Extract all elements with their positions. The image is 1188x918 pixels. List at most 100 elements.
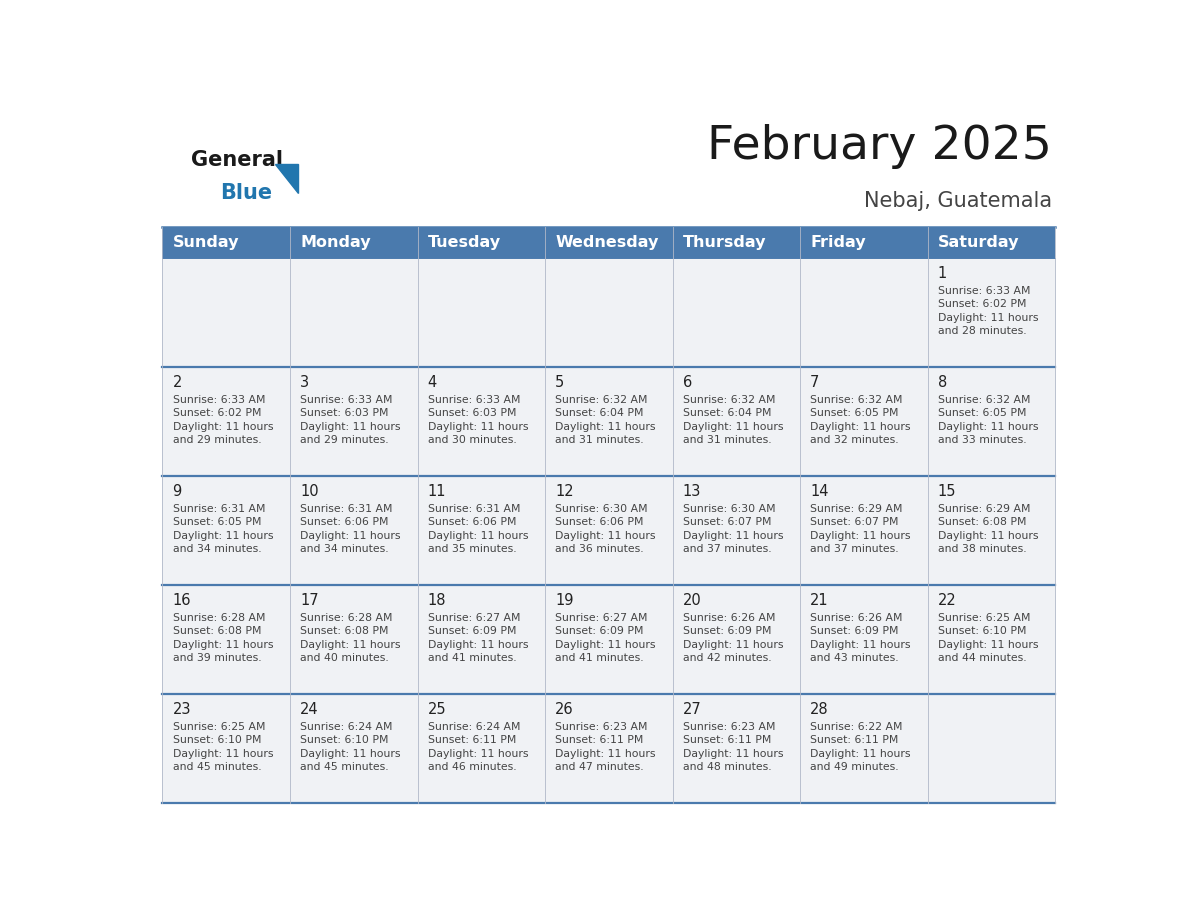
Text: 4: 4 (428, 375, 437, 390)
Text: Daylight: 11 hours: Daylight: 11 hours (810, 749, 911, 759)
Text: Sunset: 6:03 PM: Sunset: 6:03 PM (428, 409, 516, 419)
Text: 16: 16 (172, 593, 191, 608)
Text: Daylight: 11 hours: Daylight: 11 hours (937, 421, 1038, 431)
Text: and 31 minutes.: and 31 minutes. (683, 435, 771, 445)
Text: Daylight: 11 hours: Daylight: 11 hours (172, 531, 273, 541)
Text: Sunset: 6:03 PM: Sunset: 6:03 PM (301, 409, 388, 419)
Text: Sunset: 6:11 PM: Sunset: 6:11 PM (683, 735, 771, 745)
Text: and 46 minutes.: and 46 minutes. (428, 762, 517, 772)
Text: Saturday: Saturday (937, 235, 1019, 250)
Text: and 37 minutes.: and 37 minutes. (683, 544, 771, 554)
Text: 3: 3 (301, 375, 309, 390)
Text: and 48 minutes.: and 48 minutes. (683, 762, 771, 772)
Bar (163, 476, 1055, 585)
Text: and 36 minutes.: and 36 minutes. (555, 544, 644, 554)
Text: and 39 minutes.: and 39 minutes. (172, 654, 261, 663)
Text: Sunrise: 6:31 AM: Sunrise: 6:31 AM (428, 504, 520, 514)
Text: and 38 minutes.: and 38 minutes. (937, 544, 1026, 554)
Text: Sunset: 6:06 PM: Sunset: 6:06 PM (301, 517, 388, 527)
Text: and 29 minutes.: and 29 minutes. (172, 435, 261, 445)
Text: 10: 10 (301, 484, 318, 498)
Text: 13: 13 (683, 484, 701, 498)
Text: 14: 14 (810, 484, 829, 498)
Text: Sunrise: 6:30 AM: Sunrise: 6:30 AM (555, 504, 647, 514)
Text: and 37 minutes.: and 37 minutes. (810, 544, 899, 554)
Text: 9: 9 (172, 484, 182, 498)
Text: Daylight: 11 hours: Daylight: 11 hours (683, 749, 783, 759)
Text: 12: 12 (555, 484, 574, 498)
Text: Sunset: 6:11 PM: Sunset: 6:11 PM (428, 735, 516, 745)
Text: Daylight: 11 hours: Daylight: 11 hours (172, 421, 273, 431)
Text: February 2025: February 2025 (707, 124, 1053, 169)
Text: Sunset: 6:09 PM: Sunset: 6:09 PM (428, 626, 516, 636)
Text: 15: 15 (937, 484, 956, 498)
Text: and 31 minutes.: and 31 minutes. (555, 435, 644, 445)
Text: Sunrise: 6:25 AM: Sunrise: 6:25 AM (937, 613, 1030, 622)
Text: Daylight: 11 hours: Daylight: 11 hours (810, 531, 911, 541)
Text: Sunrise: 6:23 AM: Sunrise: 6:23 AM (683, 722, 776, 732)
Text: Sunrise: 6:32 AM: Sunrise: 6:32 AM (683, 395, 776, 405)
Text: Daylight: 11 hours: Daylight: 11 hours (683, 640, 783, 650)
Text: Sunrise: 6:28 AM: Sunrise: 6:28 AM (301, 613, 392, 622)
Text: Daylight: 11 hours: Daylight: 11 hours (555, 640, 656, 650)
Text: Sunrise: 6:32 AM: Sunrise: 6:32 AM (937, 395, 1030, 405)
Text: and 34 minutes.: and 34 minutes. (172, 544, 261, 554)
Text: and 32 minutes.: and 32 minutes. (810, 435, 899, 445)
Text: Sunset: 6:05 PM: Sunset: 6:05 PM (810, 409, 899, 419)
Text: 23: 23 (172, 702, 191, 717)
Text: and 41 minutes.: and 41 minutes. (428, 654, 517, 663)
Text: Sunset: 6:08 PM: Sunset: 6:08 PM (172, 626, 261, 636)
Text: 28: 28 (810, 702, 829, 717)
Text: Sunset: 6:06 PM: Sunset: 6:06 PM (428, 517, 516, 527)
Text: Sunset: 6:04 PM: Sunset: 6:04 PM (683, 409, 771, 419)
Text: 21: 21 (810, 593, 829, 608)
Text: Daylight: 11 hours: Daylight: 11 hours (810, 421, 911, 431)
Text: Sunrise: 6:33 AM: Sunrise: 6:33 AM (937, 285, 1030, 296)
Text: Sunset: 6:11 PM: Sunset: 6:11 PM (555, 735, 644, 745)
Text: Daylight: 11 hours: Daylight: 11 hours (301, 640, 400, 650)
Text: and 41 minutes.: and 41 minutes. (555, 654, 644, 663)
Text: and 45 minutes.: and 45 minutes. (301, 762, 388, 772)
Text: Tuesday: Tuesday (428, 235, 500, 250)
Text: 25: 25 (428, 702, 447, 717)
Text: Daylight: 11 hours: Daylight: 11 hours (683, 421, 783, 431)
Text: 7: 7 (810, 375, 820, 390)
Text: Sunrise: 6:33 AM: Sunrise: 6:33 AM (172, 395, 265, 405)
Text: Sunset: 6:10 PM: Sunset: 6:10 PM (172, 735, 261, 745)
Text: Sunset: 6:09 PM: Sunset: 6:09 PM (810, 626, 899, 636)
Text: Daylight: 11 hours: Daylight: 11 hours (172, 640, 273, 650)
Text: Sunset: 6:08 PM: Sunset: 6:08 PM (301, 626, 388, 636)
Text: 20: 20 (683, 593, 701, 608)
Text: 18: 18 (428, 593, 447, 608)
Text: Sunset: 6:06 PM: Sunset: 6:06 PM (555, 517, 644, 527)
Text: Daylight: 11 hours: Daylight: 11 hours (555, 531, 656, 541)
Text: 24: 24 (301, 702, 318, 717)
Text: 11: 11 (428, 484, 447, 498)
Text: Sunrise: 6:27 AM: Sunrise: 6:27 AM (428, 613, 520, 622)
Text: Sunset: 6:10 PM: Sunset: 6:10 PM (937, 626, 1026, 636)
Text: Sunrise: 6:30 AM: Sunrise: 6:30 AM (683, 504, 776, 514)
Polygon shape (274, 164, 298, 194)
Text: Sunrise: 6:31 AM: Sunrise: 6:31 AM (172, 504, 265, 514)
Text: Sunset: 6:02 PM: Sunset: 6:02 PM (937, 299, 1026, 309)
Text: 8: 8 (937, 375, 947, 390)
Text: Thursday: Thursday (683, 235, 766, 250)
Text: and 44 minutes.: and 44 minutes. (937, 654, 1026, 663)
Text: Sunset: 6:10 PM: Sunset: 6:10 PM (301, 735, 388, 745)
Text: Sunrise: 6:27 AM: Sunrise: 6:27 AM (555, 613, 647, 622)
Text: Wednesday: Wednesday (555, 235, 658, 250)
Text: Daylight: 11 hours: Daylight: 11 hours (301, 531, 400, 541)
Text: Sunset: 6:05 PM: Sunset: 6:05 PM (172, 517, 261, 527)
Text: and 45 minutes.: and 45 minutes. (172, 762, 261, 772)
Text: Sunrise: 6:33 AM: Sunrise: 6:33 AM (301, 395, 392, 405)
Text: Daylight: 11 hours: Daylight: 11 hours (301, 421, 400, 431)
Text: Sunset: 6:02 PM: Sunset: 6:02 PM (172, 409, 261, 419)
Text: Sunset: 6:09 PM: Sunset: 6:09 PM (555, 626, 644, 636)
Bar (163, 258, 1055, 367)
Text: 17: 17 (301, 593, 318, 608)
Text: Sunset: 6:08 PM: Sunset: 6:08 PM (937, 517, 1026, 527)
Text: Sunrise: 6:24 AM: Sunrise: 6:24 AM (301, 722, 392, 732)
Text: and 43 minutes.: and 43 minutes. (810, 654, 899, 663)
Text: Friday: Friday (810, 235, 866, 250)
Text: General: General (191, 150, 283, 170)
